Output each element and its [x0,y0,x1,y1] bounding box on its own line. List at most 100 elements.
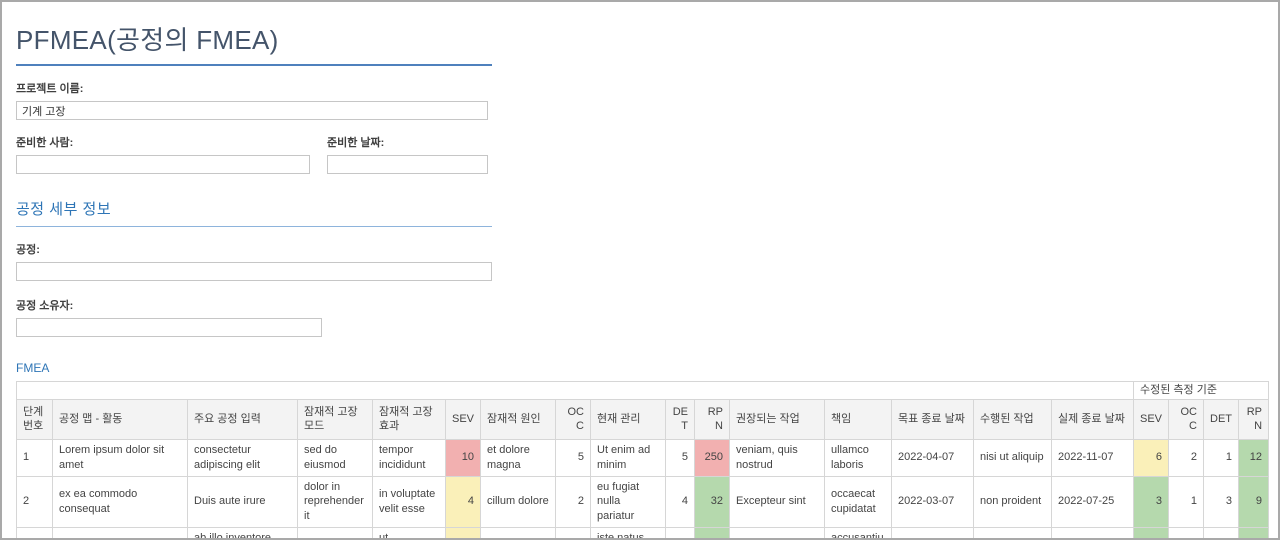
revised-metrics-group-header: 수정된 측정 기준 [1132,381,1270,400]
prepared-date-field: 준비한 날짜: [327,134,488,174]
table-cell: occaecat cupidatat [824,475,892,529]
table-cell: 3 [1203,475,1239,529]
prepared-date-label: 준비한 날짜: [327,137,385,149]
column-header: SEV [445,398,481,440]
table-cell: sed do eiusmod [297,438,373,477]
table-cell: ex ea commodo consequat [52,475,188,529]
table-cell: 5 [665,438,695,477]
table-cell: non proident [973,475,1052,529]
column-header: 권장되는 작업 [729,398,825,440]
project-name-input[interactable] [16,101,488,120]
fmea-heading: FMEA [16,361,50,375]
table-cell: accusantium [824,527,892,538]
table-cell: 2 [555,475,591,529]
column-header: 잠재적 고장 효과 [372,398,446,440]
process-field: 공정: [16,241,1264,281]
prepared-by-label: 준비한 사람: [16,137,74,149]
table-cell: anim id est [297,527,373,538]
table-cell: 2022-07-16 [891,527,974,538]
table-cell: 9 [1237,475,1270,529]
table-cell: 3 [1168,527,1204,538]
table-cell: 1 [1203,438,1239,477]
fmea-header-row: 단계 번호 공정 맵 - 활동 주요 공정 입력 잠재적 고장 모드 잠재적 고장 효과… [16,398,1270,440]
table-cell: 5 [445,527,481,538]
column-header: 목표 종료 날짜 [891,398,974,440]
table-cell: 4 [445,475,481,529]
table-cell: 10 [445,438,481,477]
table-cell: 5 [555,438,591,477]
table-cell: iste natus error [590,527,666,538]
table-cell: 2022-07-25 [1051,475,1134,529]
table-cell: ullamco laboris [824,438,892,477]
table-cell: 2 [16,475,53,529]
table-cell: Lorem ipsum dolor sit amet [52,438,188,477]
process-label: 공정: [16,244,40,256]
column-header: 책임 [824,398,892,440]
process-owner-field: 공정 소유자: [16,297,1264,337]
column-header: 수행된 작업 [973,398,1052,440]
table-cell: 3 [555,527,591,538]
column-header: 잠재적 원인 [480,398,556,440]
table-cell: et dolore magna [480,438,556,477]
table-cell: Ut enim ad minim [590,438,666,477]
table-cell: eu fugiat nulla pariatur [590,475,666,529]
table-cell: Duis aute irure [187,475,298,529]
table-cell: 2 [1203,527,1239,538]
table-cell: sit voluptatem [729,527,825,538]
prepared-by-input[interactable] [16,155,310,174]
table-cell: 18 [1237,527,1270,538]
table-cell: 250 [694,438,730,477]
prepared-by-field: 준비한 사람: [16,134,310,174]
fmea-table-body: 1 Lorem ipsum dolor sit amet consectetur a… [16,438,1270,538]
column-header: OCC [555,398,591,440]
column-header: DET [1203,398,1239,440]
column-header: DET [665,398,695,440]
table-cell: dolor in reprehenderit [297,475,373,529]
table-cell: cillum dolore [480,475,556,529]
table-cell: 3 [1133,527,1169,538]
table-cell: 30 [694,527,730,538]
table-cell: ut perspiciatis [372,527,446,538]
group-header-spacer [16,381,1134,400]
table-cell: unde omnis [480,527,556,538]
table-cell: Excepteur sint [729,475,825,529]
column-header: 실제 종료 날짜 [1051,398,1134,440]
table-row: 2 ex ea commodo consequat Duis aute irure d… [16,475,1270,529]
table-cell: 1 [1168,475,1204,529]
table-cell: 1 [16,438,53,477]
process-details-heading: 공정 세부 정보 [16,198,492,227]
column-header: OCC [1168,398,1204,440]
group-header-row: 수정된 측정 기준 [16,381,1270,400]
column-header: 공정 맵 - 활동 [52,398,188,440]
table-cell: 6 [1133,438,1169,477]
column-header: RPN [694,398,730,440]
table-cell: nisi ut aliquip [973,527,1052,538]
table-cell: 2 [665,527,695,538]
table-cell: tempor incididunt [372,438,446,477]
prepared-row: 준비한 사람: 준비한 날짜: [16,134,1264,174]
column-header: 단계 번호 [16,398,53,440]
table-cell: veniam, quis nostrud [729,438,825,477]
table-cell: in voluptate velit esse [372,475,446,529]
table-cell: 12 [1237,438,1270,477]
column-header: 현재 관리 [590,398,666,440]
page-title: PFMEA(공정의 FMEA) [16,25,279,55]
table-cell: nisi ut aliquip [973,438,1052,477]
column-header: 잠재적 고장 모드 [297,398,373,440]
process-owner-label: 공정 소유자: [16,300,74,312]
table-cell: 32 [694,475,730,529]
table-cell: ab illo inventore veritatis [187,527,298,538]
process-owner-input[interactable] [16,318,322,337]
table-cell: 2022-03-07 [891,475,974,529]
table-cell: 2022-11-07 [1051,438,1134,477]
table-cell: 2022-04-07 [891,438,974,477]
column-header: 주요 공정 입력 [187,398,298,440]
table-row: 3sunt in culpa qui officiaab illo invent… [16,527,1270,538]
project-name-label: 프로젝트 이름: [16,83,84,95]
project-name-field: 프로젝트 이름: [16,80,1264,120]
table-cell: 3 [16,527,53,538]
prepared-date-input[interactable] [327,155,488,174]
table-cell: 2 [1168,438,1204,477]
process-input[interactable] [16,262,492,281]
